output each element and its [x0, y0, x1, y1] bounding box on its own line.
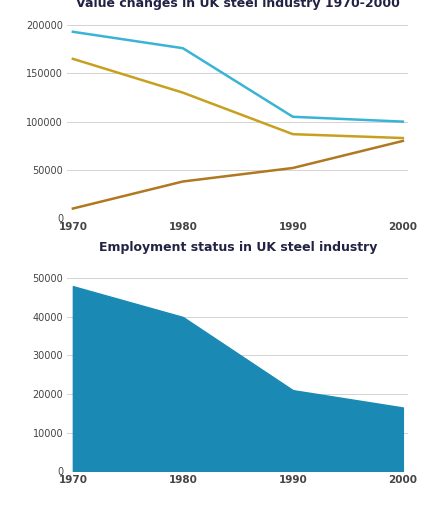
Total UK demand	[180, 45, 185, 51]
Import	[70, 205, 75, 211]
UK production	[400, 135, 405, 141]
UK production	[70, 56, 75, 62]
Legend: Total UK demand, UK production, Import: Total UK demand, UK production, Import	[99, 261, 376, 278]
UK production	[290, 131, 296, 137]
Total UK demand	[290, 114, 296, 120]
Total UK demand	[70, 29, 75, 35]
Line: UK production: UK production	[73, 59, 403, 138]
Line: Total UK demand: Total UK demand	[73, 32, 403, 122]
Total UK demand	[400, 119, 405, 125]
Title: Value changes in UK steel industry 1970-2000: Value changes in UK steel industry 1970-…	[76, 0, 400, 10]
Line: Import: Import	[73, 141, 403, 208]
Title: Employment status in UK steel industry: Employment status in UK steel industry	[99, 241, 377, 254]
UK production	[180, 90, 185, 96]
Import	[290, 165, 296, 171]
Import	[180, 178, 185, 184]
Import	[400, 138, 405, 144]
